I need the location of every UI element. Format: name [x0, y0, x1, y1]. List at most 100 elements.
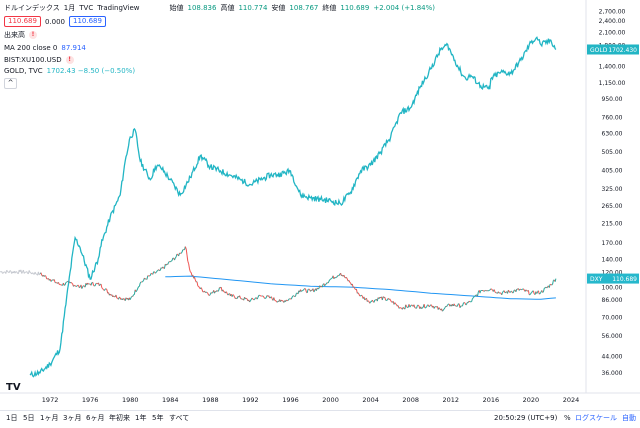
- volume-indicator-row[interactable]: 出来高 !: [4, 30, 37, 40]
- log-scale-button[interactable]: ログスケール: [575, 411, 617, 426]
- dxy-segment: [512, 291, 513, 293]
- range-5d-button[interactable]: 5日: [23, 411, 34, 426]
- dxy-segment: [235, 297, 236, 299]
- timezone-clock[interactable]: 20:50:29 (UTC+9): [494, 411, 557, 426]
- dxy-segment: [552, 284, 553, 285]
- dxy-segment: [289, 299, 290, 300]
- dxy-segment: [104, 289, 105, 290]
- dxy-segment: [271, 297, 272, 299]
- dxy-segment: [467, 302, 468, 304]
- dxy-segment: [171, 261, 172, 262]
- dxy-segment: [422, 308, 423, 309]
- dxy-segment: [27, 272, 28, 274]
- interval-label[interactable]: 1月: [64, 3, 75, 13]
- dxy-segment: [226, 292, 227, 294]
- dxy-segment: [45, 275, 46, 276]
- dxy-segment: [17, 272, 18, 273]
- x-tick-label: 2020: [523, 396, 540, 404]
- dxy-segment: [260, 295, 261, 296]
- range-1m-button[interactable]: 1ヶ月: [40, 411, 58, 426]
- y-tick-label: 2,400.00: [599, 18, 626, 25]
- dxy-segment: [258, 295, 259, 297]
- dxy-segment: [24, 273, 25, 274]
- dxy-segment: [139, 283, 140, 286]
- dxy-segment: [292, 296, 293, 297]
- dxy-segment: [164, 264, 165, 269]
- dxy-segment: [533, 291, 534, 294]
- dxy-segment: [240, 296, 241, 298]
- dxy-segment: [306, 289, 307, 292]
- open-label: 始値: [170, 3, 184, 13]
- dxy-segment: [489, 290, 490, 291]
- dxy-segment: [457, 304, 458, 306]
- dxy-segment: [155, 273, 156, 274]
- dxy-segment: [147, 276, 148, 280]
- dxy-segment: [168, 262, 169, 264]
- dxy-segment: [406, 305, 407, 306]
- warning-icon[interactable]: !: [29, 31, 37, 39]
- dxy-segment: [445, 306, 446, 308]
- close-label: 終値: [322, 3, 336, 13]
- dxy-segment: [263, 296, 264, 297]
- dxy-segment: [15, 272, 16, 274]
- dxy-segment: [124, 299, 125, 300]
- dxy-segment: [447, 305, 448, 306]
- range-1y-button[interactable]: 1年: [135, 411, 146, 426]
- warning-icon[interactable]: !: [66, 56, 74, 64]
- range-1d-button[interactable]: 1日: [6, 411, 17, 426]
- price-badge-value: 110.689: [612, 276, 637, 283]
- range-6m-button[interactable]: 6ヶ月: [86, 411, 104, 426]
- dxy-segment: [33, 273, 34, 274]
- dxy-segment: [480, 291, 481, 294]
- dxy-segment: [175, 257, 176, 258]
- percent-scale-button[interactable]: %: [564, 411, 571, 426]
- y-tick-label: 950.00: [602, 96, 623, 103]
- sell-price-button[interactable]: 110.689: [4, 16, 41, 27]
- dxy-segment: [228, 294, 229, 295]
- dxy-segment: [197, 282, 198, 286]
- range-ytd-button[interactable]: 年初来: [109, 411, 130, 426]
- low-value: 108.767: [289, 3, 318, 13]
- dxy-segment: [288, 299, 289, 300]
- buy-price-button[interactable]: 110.689: [69, 16, 106, 27]
- dxy-segment: [508, 290, 509, 292]
- price-axis[interactable]: 2,700.002,400.002,100.001,800.001,400.00…: [599, 8, 626, 377]
- compare-bist-row[interactable]: BIST:XU100.USD !: [4, 55, 74, 65]
- dxy-segment: [301, 291, 302, 292]
- range-all-button[interactable]: すべて: [169, 411, 189, 426]
- dxy-segment: [303, 290, 304, 291]
- dxy-segment: [492, 289, 493, 290]
- y-tick-label: 265.00: [602, 203, 623, 210]
- dxy-segment: [255, 298, 256, 299]
- dxy-segment: [469, 301, 470, 302]
- x-tick-label: 1996: [282, 396, 299, 404]
- dxy-segment: [543, 292, 544, 293]
- ma-indicator-row[interactable]: MA 200 close 0 87.914: [4, 43, 86, 53]
- dxy-segment: [83, 286, 84, 287]
- dxy-segment: [429, 306, 430, 307]
- symbol-title[interactable]: ドルインデックス: [4, 3, 60, 13]
- range-3m-button[interactable]: 3ヶ月: [63, 411, 81, 426]
- dxy-segment: [10, 271, 11, 272]
- dxy-segment: [71, 282, 72, 283]
- dxy-segment: [74, 285, 75, 286]
- dxy-segment: [328, 281, 329, 283]
- auto-scale-button[interactable]: 自動: [622, 411, 636, 426]
- range-5y-button[interactable]: 5年: [152, 411, 163, 426]
- dxy-segment: [198, 286, 199, 287]
- collapse-legend-button[interactable]: ^: [4, 78, 17, 89]
- compare-gold-label: GOLD, TVC: [4, 66, 43, 76]
- dxy-segment: [537, 292, 538, 294]
- dxy-segment: [475, 295, 476, 296]
- dxy-segment: [156, 271, 157, 272]
- gold-line[interactable]: [30, 37, 556, 376]
- y-tick-label: 140.00: [602, 256, 623, 263]
- dxy-segment: [403, 307, 404, 308]
- tradingview-logo-icon[interactable]: TV: [6, 382, 21, 393]
- dxy-segment: [190, 269, 191, 272]
- compare-gold-row[interactable]: GOLD, TVC 1702.43 −8.50 (−0.50%): [4, 66, 135, 76]
- dxy-segment: [175, 258, 176, 260]
